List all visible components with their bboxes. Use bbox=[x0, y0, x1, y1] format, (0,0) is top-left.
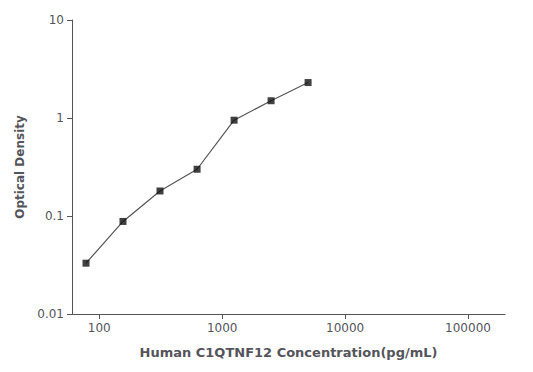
svg-text:100000: 100000 bbox=[445, 321, 491, 335]
svg-text:0.1: 0.1 bbox=[45, 209, 64, 223]
svg-text:1000: 1000 bbox=[207, 321, 238, 335]
svg-text:100: 100 bbox=[88, 321, 111, 335]
svg-text:10: 10 bbox=[49, 13, 64, 27]
svg-text:0.01: 0.01 bbox=[37, 307, 64, 321]
svg-text:Optical Density: Optical Density bbox=[13, 115, 27, 219]
svg-text:10000: 10000 bbox=[326, 321, 364, 335]
svg-text:1: 1 bbox=[56, 111, 64, 125]
svg-text:Human C1QTNF12 Concentration(p: Human C1QTNF12 Concentration(pg/mL) bbox=[140, 345, 438, 360]
